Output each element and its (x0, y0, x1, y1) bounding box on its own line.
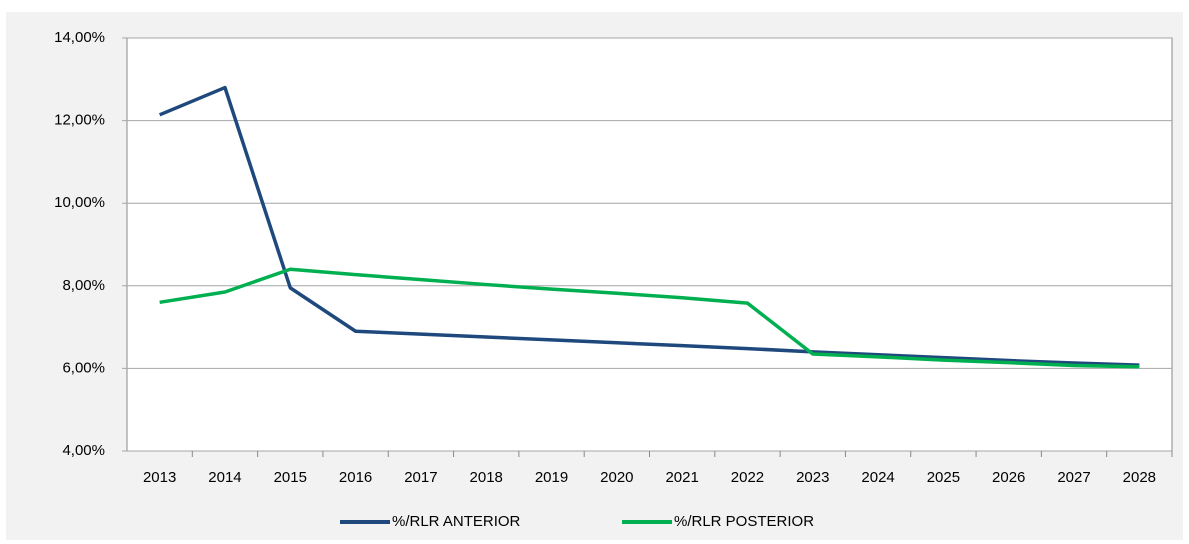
legend-label: %/RLR POSTERIOR (674, 513, 814, 530)
plot-area (126, 37, 1173, 452)
x-tick-label: 2013 (143, 469, 176, 486)
x-tick-label: 2014 (208, 469, 241, 486)
y-tick-label: 6,00% (62, 359, 105, 376)
x-tick-label: 2027 (1057, 469, 1090, 486)
x-tick-label: 2016 (339, 469, 372, 486)
x-tick-label: 2025 (927, 469, 960, 486)
x-tick-label: 2023 (796, 469, 829, 486)
y-tick-label: 14,00% (54, 29, 105, 46)
x-tick-label: 2018 (470, 469, 503, 486)
legend-label: %/RLR ANTERIOR (392, 513, 521, 530)
x-tick-label: 2022 (731, 469, 764, 486)
y-tick-label: 10,00% (54, 194, 105, 211)
line-series (158, 85, 1140, 367)
x-tick-label: 2028 (1123, 469, 1156, 486)
line-series (159, 267, 1140, 369)
y-tick-label: 8,00% (62, 277, 105, 294)
x-tick-label: 2019 (535, 469, 568, 486)
x-tick-label: 2024 (861, 469, 894, 486)
x-tick-label: 2026 (992, 469, 1025, 486)
x-tick-label: 2017 (404, 469, 437, 486)
x-tick-label: 2020 (600, 469, 633, 486)
x-tick-label: 2015 (274, 469, 307, 486)
y-tick-label: 4,00% (62, 442, 105, 459)
y-tick-label: 12,00% (54, 112, 105, 129)
x-tick-label: 2021 (665, 469, 698, 486)
